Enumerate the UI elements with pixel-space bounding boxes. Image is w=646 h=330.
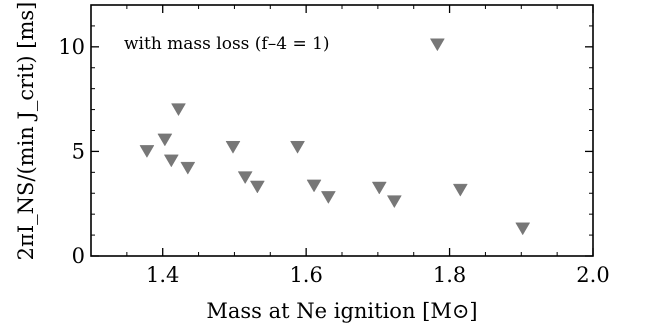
data-point [171,103,186,117]
axis-ticks: 1.4 1.6 1.8 2.0 0 5 10 [58,4,610,287]
data-point [180,161,196,175]
x-tick-label: 2.0 [576,263,609,287]
data-point [163,154,179,168]
x-tick-label: 1.8 [433,263,466,287]
x-tick-label: 1.4 [146,263,179,287]
data-point [290,140,305,154]
x-axis-label: Mass at Ne ignition [M⊙] [206,299,477,323]
data-point [249,180,265,194]
data-point [371,181,387,195]
data-point [452,183,468,197]
data-point [139,145,155,158]
data-point [320,191,336,204]
data-point [157,133,173,147]
data-points [139,38,531,236]
data-point [225,140,241,154]
data-point [237,171,253,185]
x-tick-label: 1.6 [289,263,322,287]
y-tick-label: 0 [72,244,85,268]
y-axis-label: 2πI_NS/(min J_crit) [ms] [14,2,38,261]
y-tick-label: 10 [58,35,85,59]
data-point [306,179,322,193]
data-point [515,222,531,236]
y-tick-label: 5 [72,139,85,163]
data-point [429,38,445,52]
annotation-text: with mass loss (f–4 = 1) [124,34,330,54]
data-point [386,195,402,209]
